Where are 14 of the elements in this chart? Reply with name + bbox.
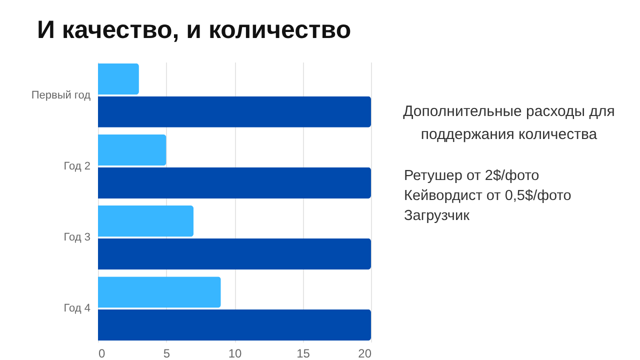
text: Загрузчик (403, 207, 470, 226)
y-tick-label: Год 4 (64, 302, 90, 315)
y-tick-label: Год 3 (64, 232, 90, 244)
text: Дополнительные расходы для поддержания количества (402, 102, 616, 145)
text: Ретушер от 2$/фото (403, 167, 540, 186)
chart-title: И качество, и количество (37, 16, 352, 45)
x-tick-label: 20 (358, 346, 372, 360)
x-tick-label: 5 (163, 346, 170, 360)
text: Кейвордист от 0,5$/фото (403, 187, 572, 206)
y-tick-label: Год 2 (64, 160, 90, 172)
x-tick-label: 0 (98, 346, 106, 360)
x-tick-label: 15 (296, 346, 310, 360)
x-tick-label: 10 (228, 346, 242, 360)
y-tick-label: Первый год (31, 89, 92, 102)
